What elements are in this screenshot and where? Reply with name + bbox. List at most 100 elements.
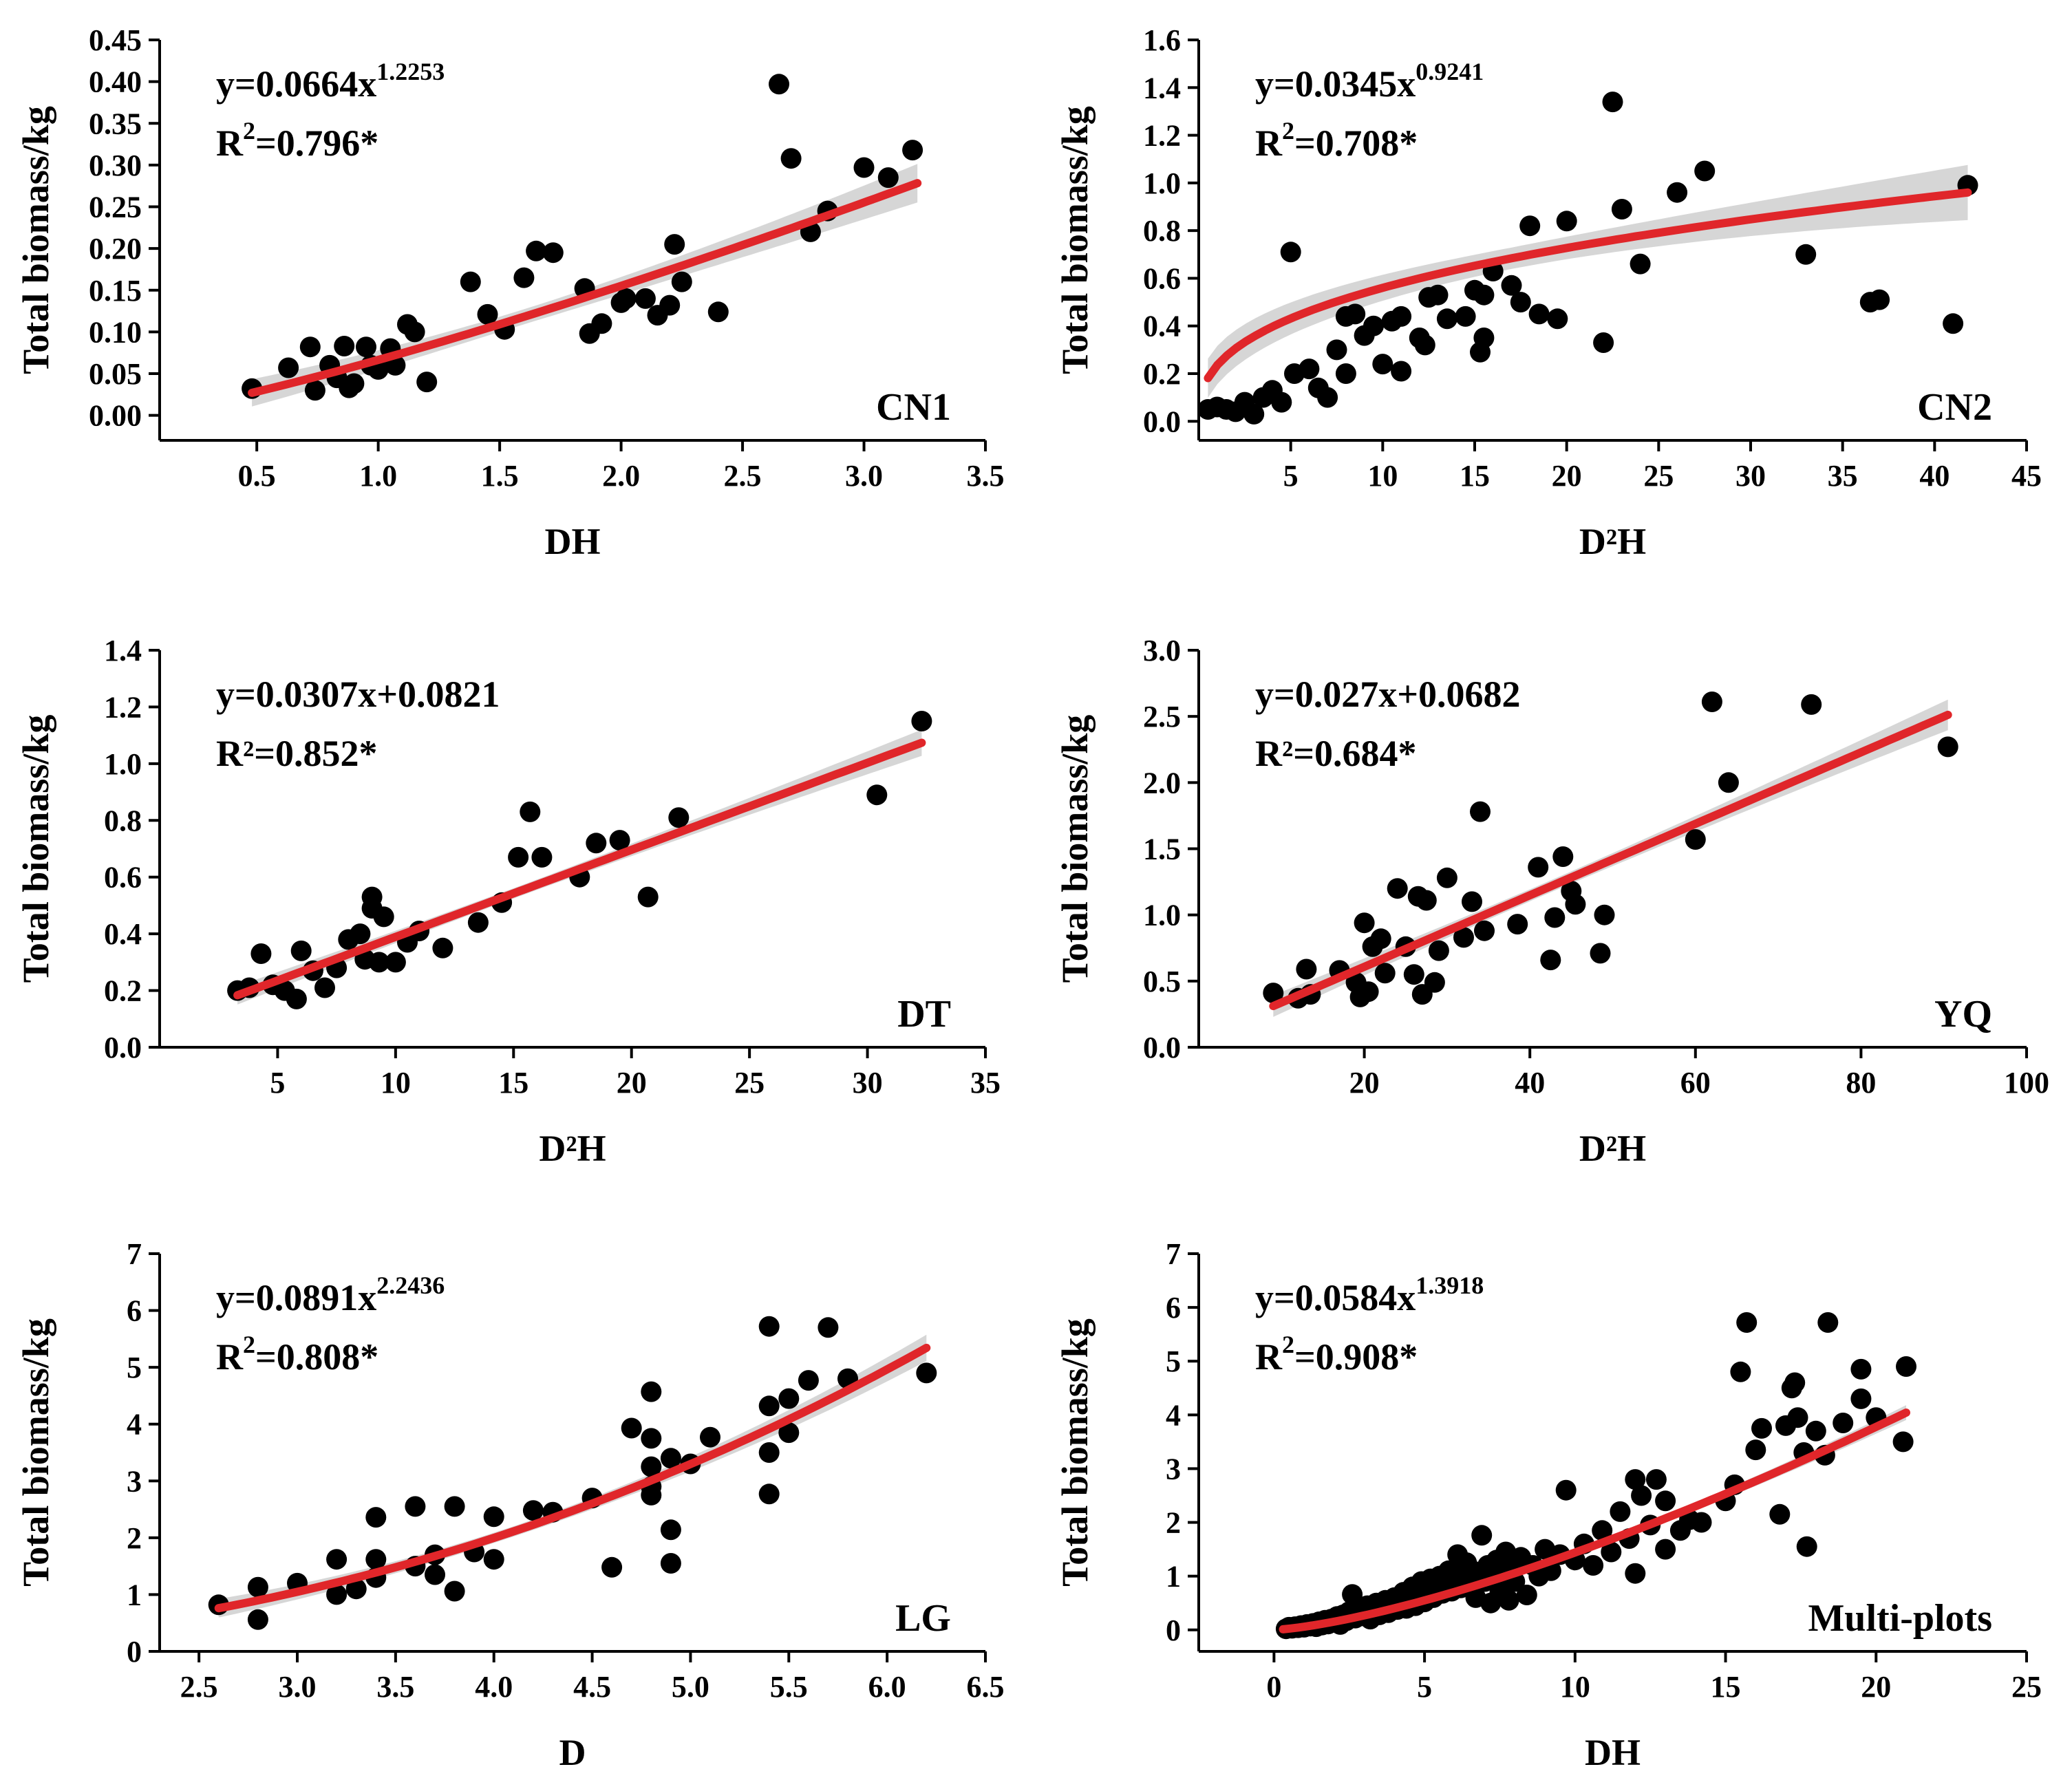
x-tick-label: 10 <box>381 1066 411 1100</box>
data-point <box>866 784 888 806</box>
r-squared-sup: 2 <box>1282 1331 1294 1358</box>
data-point <box>477 303 498 325</box>
data-point <box>660 1553 681 1574</box>
data-point <box>911 711 932 731</box>
data-point <box>1645 1469 1667 1490</box>
x-tick-label: 25 <box>1643 459 1674 493</box>
data-point <box>520 801 541 822</box>
r-squared-value: =0.908* <box>1294 1336 1418 1378</box>
regression-equation: y=0.0584x1.3918 <box>1255 1272 1484 1318</box>
y-axis-title: Total biomass/kg <box>1054 715 1096 983</box>
data-point <box>1555 1479 1577 1501</box>
site-label: Multi-plots <box>1808 1597 1992 1640</box>
data-point <box>818 1317 839 1338</box>
y-tick-label: 0.6 <box>1143 261 1181 295</box>
site-label: DT <box>897 993 951 1036</box>
data-point <box>853 157 875 178</box>
data-point <box>758 1483 780 1505</box>
data-point <box>1594 904 1615 925</box>
y-tick-label: 0 <box>1166 1614 1181 1647</box>
data-point <box>798 1370 819 1391</box>
y-tick-label: 1.0 <box>1143 899 1181 932</box>
data-point <box>1374 963 1396 984</box>
x-tick-label: 100 <box>2004 1066 2049 1100</box>
r-squared-prefix: R <box>1255 122 1283 164</box>
data-point <box>1516 1585 1537 1605</box>
x-tick-label: 6.0 <box>868 1670 906 1704</box>
fit-curve <box>233 738 926 1000</box>
data-point <box>1544 907 1566 928</box>
data-point <box>780 148 802 169</box>
y-tick-label: 0.35 <box>89 107 142 140</box>
data-point <box>1507 914 1528 935</box>
equation-main: y=0.0345x <box>1255 63 1416 105</box>
data-point <box>1528 303 1550 325</box>
data-point <box>1403 964 1424 985</box>
data-point <box>1299 358 1320 380</box>
data-point <box>343 373 365 394</box>
equation-exponent: 0.9241 <box>1416 58 1484 85</box>
data-point <box>1937 736 1958 758</box>
site-label: YQ <box>1934 993 1992 1036</box>
data-point <box>483 1506 504 1528</box>
regression-equation: y=0.0307x+0.0821 <box>216 674 500 715</box>
data-point <box>368 952 389 973</box>
y-axis-title: Total biomass/kg <box>15 1318 56 1587</box>
y-tick-label: 5 <box>1166 1345 1181 1378</box>
data-point <box>1263 983 1284 1004</box>
data-point <box>1473 284 1495 306</box>
y-axis-title: Total biomass/kg <box>15 715 56 983</box>
y-tick-label: 2 <box>127 1521 142 1555</box>
chart-panel-yq: 20 40 60 80 100 0.0 0.5 1.0 1.5 2.0 2.5 3.0 D²H Total… <box>1054 634 2049 1169</box>
data-point <box>1718 772 1739 793</box>
x-tick-label: 1.0 <box>359 459 397 493</box>
x-tick-label: 4.5 <box>573 1670 611 1704</box>
y-tick-label: 6 <box>127 1294 142 1328</box>
r-squared: R2=0.796* <box>216 117 378 164</box>
regression-equation: y=0.0891x2.2436 <box>216 1272 445 1318</box>
data-point <box>1243 403 1265 425</box>
data-point <box>1391 306 1412 327</box>
y-tick-label: 0.4 <box>104 917 142 951</box>
y-axis-title: Total biomass/kg <box>15 106 56 374</box>
data-point <box>1547 308 1568 330</box>
data-point <box>1730 1361 1751 1382</box>
confidence-band <box>1208 164 1968 398</box>
data-point <box>660 1448 681 1469</box>
r-squared-prefix: R <box>1255 733 1283 774</box>
y-tick-label: 4 <box>127 1408 142 1442</box>
x-tick-label: 2.5 <box>180 1670 218 1704</box>
data-point <box>637 886 659 908</box>
data-point <box>1685 829 1706 850</box>
y-tick-label: 0.2 <box>104 974 142 1008</box>
equation-main: y=0.0307x+0.0821 <box>216 674 500 715</box>
data-point <box>1701 692 1722 712</box>
data-point <box>385 952 406 973</box>
y-tick-label: 3 <box>1166 1452 1181 1486</box>
data-point <box>1501 275 1522 296</box>
data-point <box>1784 1372 1806 1393</box>
r-squared-value: =0.808* <box>255 1336 378 1378</box>
y-axis-title: Total biomass/kg <box>1054 1318 1096 1587</box>
r-squared-value: ²=0.684* <box>1282 733 1416 774</box>
y-tick-label: 1 <box>127 1578 142 1611</box>
fit-curve <box>1204 188 1972 383</box>
y-tick-label: 0.30 <box>89 149 142 182</box>
data-point <box>1470 341 1491 363</box>
x-tick-label: 80 <box>1846 1066 1876 1100</box>
data-point <box>1850 1358 1872 1380</box>
x-tick-label: 5.5 <box>770 1670 808 1704</box>
r-squared-value: =0.796* <box>255 122 378 164</box>
data-point <box>326 1549 348 1570</box>
data-point <box>1655 1490 1676 1512</box>
y-tick-label: 0.5 <box>1143 965 1181 998</box>
data-point <box>758 1395 780 1417</box>
data-point <box>365 1507 387 1528</box>
data-point <box>483 1549 504 1570</box>
y-tick-label: 3 <box>127 1464 142 1498</box>
y-tick-label: 1.4 <box>1143 71 1181 105</box>
data-point <box>1335 363 1356 384</box>
data-point <box>1296 958 1317 980</box>
data-point <box>286 988 307 1009</box>
data-point <box>1694 160 1716 182</box>
